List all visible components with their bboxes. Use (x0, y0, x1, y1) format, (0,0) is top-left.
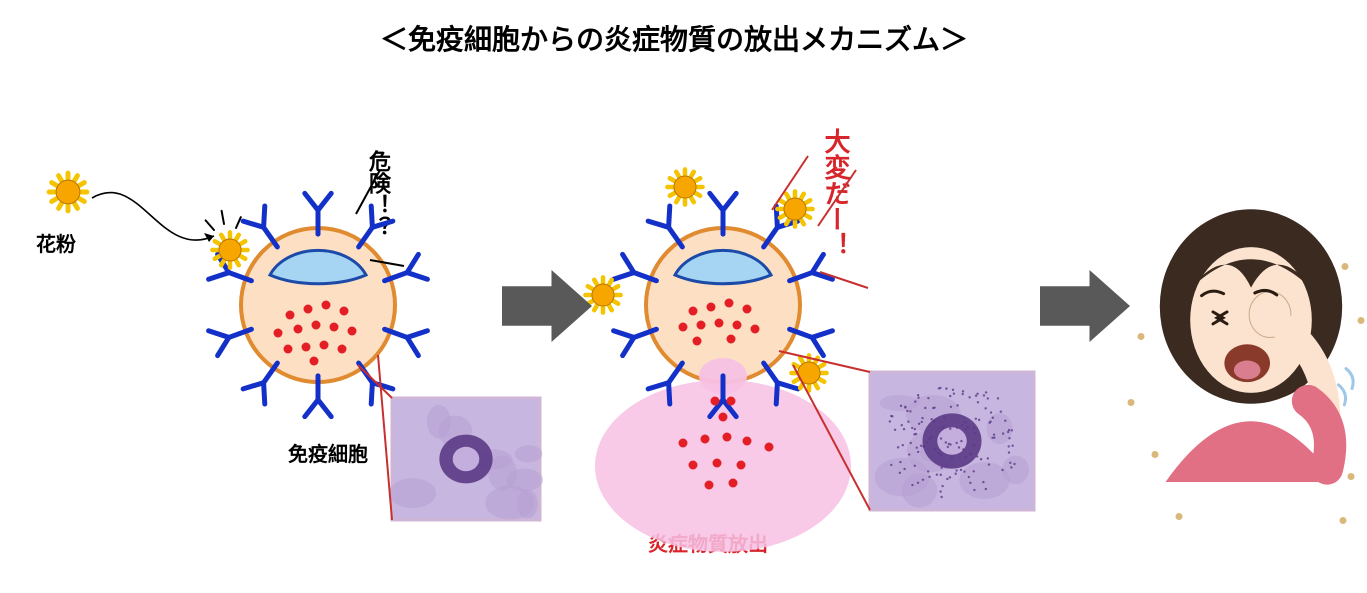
pollen-icon (667, 169, 702, 204)
immune-cell (646, 228, 800, 394)
pollen-icon (49, 173, 87, 211)
release-cloud (595, 380, 851, 552)
arrow-icon (1040, 270, 1130, 342)
microscopy-thumbnail (870, 372, 1034, 510)
pollen-icon (585, 277, 620, 312)
pollen-path (92, 193, 214, 241)
immune-cell (241, 228, 395, 382)
pollen-icon (777, 191, 812, 226)
diagram-svg (0, 0, 1367, 593)
microscopy-thumbnail (389, 398, 543, 520)
arrow-icon (502, 270, 592, 342)
person-icon (1128, 209, 1367, 524)
pollen-icon (212, 232, 247, 267)
diagram-stage: ＜免疫細胞からの炎症物質の放出メカニズム＞ 花粉 免疫細胞 炎症物質放出 危険！… (0, 0, 1367, 593)
